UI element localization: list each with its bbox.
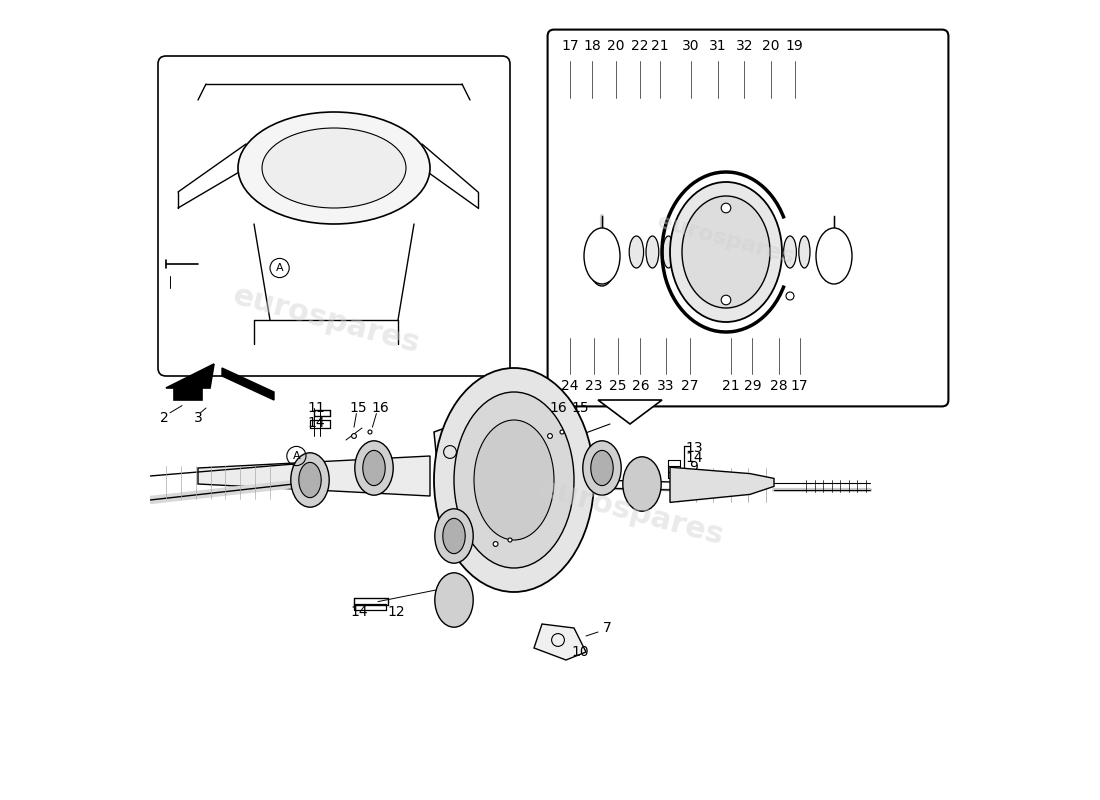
- Text: 7: 7: [603, 621, 612, 635]
- Polygon shape: [198, 456, 430, 496]
- Text: 20: 20: [607, 39, 625, 54]
- Text: 14: 14: [351, 605, 369, 619]
- Text: eurospares: eurospares: [229, 281, 422, 359]
- Text: eurospares: eurospares: [656, 212, 796, 268]
- Text: 15: 15: [510, 506, 528, 521]
- Text: 27: 27: [681, 378, 698, 393]
- Ellipse shape: [434, 509, 473, 563]
- Text: 1: 1: [492, 549, 500, 563]
- Ellipse shape: [352, 434, 356, 438]
- Ellipse shape: [363, 450, 385, 486]
- Ellipse shape: [355, 441, 393, 495]
- Text: 8: 8: [690, 470, 698, 484]
- Ellipse shape: [663, 236, 674, 268]
- Ellipse shape: [629, 236, 644, 268]
- Ellipse shape: [434, 368, 594, 592]
- Text: eurospares: eurospares: [534, 473, 727, 551]
- FancyBboxPatch shape: [158, 56, 510, 376]
- Text: A: A: [293, 451, 300, 461]
- Ellipse shape: [368, 430, 372, 434]
- Ellipse shape: [646, 236, 659, 268]
- Text: 21: 21: [651, 39, 669, 54]
- Text: 29: 29: [744, 378, 761, 393]
- Ellipse shape: [262, 128, 406, 208]
- Text: 16: 16: [549, 401, 566, 415]
- Ellipse shape: [623, 457, 661, 511]
- Text: 26: 26: [631, 378, 649, 393]
- Text: 16: 16: [486, 506, 505, 521]
- Text: 13: 13: [685, 441, 703, 455]
- Text: 17: 17: [791, 378, 808, 393]
- Text: 11: 11: [308, 401, 326, 415]
- Text: 10: 10: [572, 645, 590, 659]
- Text: 17: 17: [561, 39, 579, 54]
- Polygon shape: [222, 368, 274, 400]
- Ellipse shape: [560, 430, 564, 434]
- Ellipse shape: [443, 518, 465, 554]
- Text: 15: 15: [572, 401, 590, 415]
- Ellipse shape: [238, 112, 430, 224]
- Text: 33: 33: [658, 378, 674, 393]
- Text: 23: 23: [585, 378, 603, 393]
- Text: A: A: [276, 263, 284, 273]
- Text: 28: 28: [770, 378, 788, 393]
- Ellipse shape: [786, 292, 794, 300]
- Text: 21: 21: [722, 378, 739, 393]
- Text: 25: 25: [609, 378, 627, 393]
- Text: 14: 14: [685, 450, 703, 465]
- Ellipse shape: [591, 450, 613, 486]
- Ellipse shape: [722, 203, 730, 213]
- Text: 32: 32: [736, 39, 754, 54]
- Text: 9: 9: [690, 460, 698, 474]
- Ellipse shape: [816, 228, 853, 284]
- Text: 22: 22: [630, 39, 648, 54]
- Ellipse shape: [722, 295, 730, 305]
- Text: 4: 4: [464, 463, 473, 478]
- Ellipse shape: [493, 542, 498, 546]
- FancyBboxPatch shape: [548, 30, 948, 406]
- Ellipse shape: [548, 434, 552, 438]
- Text: 18: 18: [583, 39, 602, 54]
- Ellipse shape: [682, 196, 770, 308]
- Text: 14: 14: [308, 416, 326, 430]
- Polygon shape: [434, 400, 522, 488]
- Text: 20: 20: [762, 39, 780, 54]
- Ellipse shape: [584, 228, 620, 284]
- Ellipse shape: [590, 242, 615, 286]
- Ellipse shape: [783, 236, 796, 268]
- Ellipse shape: [290, 453, 329, 507]
- Text: 15: 15: [349, 401, 366, 415]
- Ellipse shape: [583, 441, 621, 495]
- Text: 3: 3: [194, 410, 202, 425]
- Ellipse shape: [670, 182, 782, 322]
- Text: 24: 24: [561, 378, 579, 393]
- Ellipse shape: [454, 392, 574, 568]
- Text: 19: 19: [785, 39, 804, 54]
- Ellipse shape: [299, 462, 321, 498]
- Polygon shape: [534, 624, 586, 660]
- Polygon shape: [598, 400, 662, 424]
- Text: 31: 31: [710, 39, 727, 54]
- Text: 12: 12: [387, 605, 405, 619]
- Ellipse shape: [799, 236, 810, 268]
- Ellipse shape: [434, 573, 473, 627]
- Polygon shape: [670, 467, 774, 502]
- Text: 30: 30: [682, 39, 700, 54]
- Ellipse shape: [508, 538, 512, 542]
- Text: 16: 16: [372, 401, 389, 415]
- Text: 5: 5: [504, 463, 513, 478]
- Ellipse shape: [474, 420, 554, 540]
- Text: 6: 6: [483, 463, 492, 478]
- Polygon shape: [166, 364, 214, 400]
- Text: 2: 2: [160, 410, 168, 425]
